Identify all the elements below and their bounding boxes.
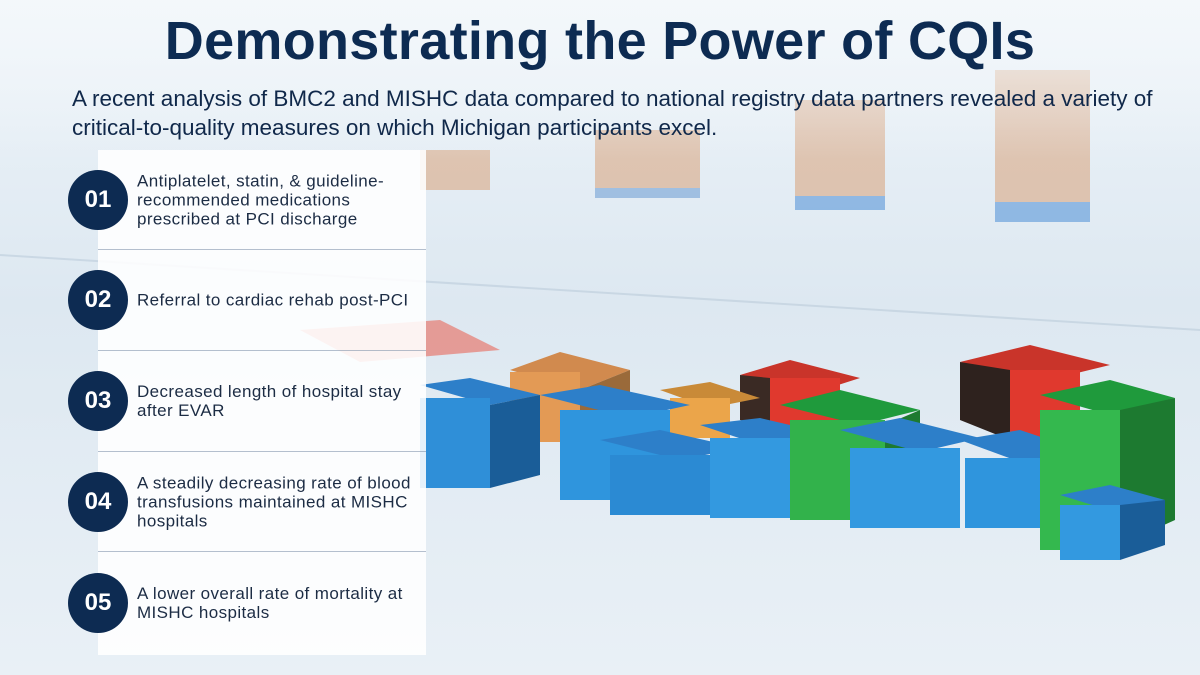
item-text: A steadily decreasing rate of blood tran… xyxy=(137,473,411,531)
item-number: 03 xyxy=(68,371,128,432)
item-text: Decreased length of hospital stay after … xyxy=(137,382,402,421)
item-number: 04 xyxy=(68,471,128,532)
list-item: 05 A lower overall rate of mortality at M… xyxy=(68,553,426,653)
subtitle: A recent analysis of BMC2 and MISHC data… xyxy=(72,86,1153,140)
list-panel xyxy=(98,150,426,655)
list-item: 04 A steadily decreasing rate of blood tr… xyxy=(68,452,426,553)
list-item: 01 Antiplatelet, statin, & guideline-reco… xyxy=(68,150,426,250)
list-item: 03 Decreased length of hospital stay afte… xyxy=(68,352,426,452)
item-text: Referral to cardiac rehab post-PCI xyxy=(137,290,409,310)
item-number: 05 xyxy=(68,573,128,634)
item-number: 02 xyxy=(68,270,128,331)
item-text: A lower overall rate of mortality at MIS… xyxy=(137,584,403,623)
list-item: 02 Referral to cardiac rehab post-PCI xyxy=(68,251,426,351)
decorative-bars xyxy=(300,320,1175,560)
item-text: Antiplatelet, statin, & guideline-recomm… xyxy=(137,171,385,228)
title: Demonstrating the Power of CQIs xyxy=(164,11,1036,71)
item-number: 01 xyxy=(68,169,128,230)
